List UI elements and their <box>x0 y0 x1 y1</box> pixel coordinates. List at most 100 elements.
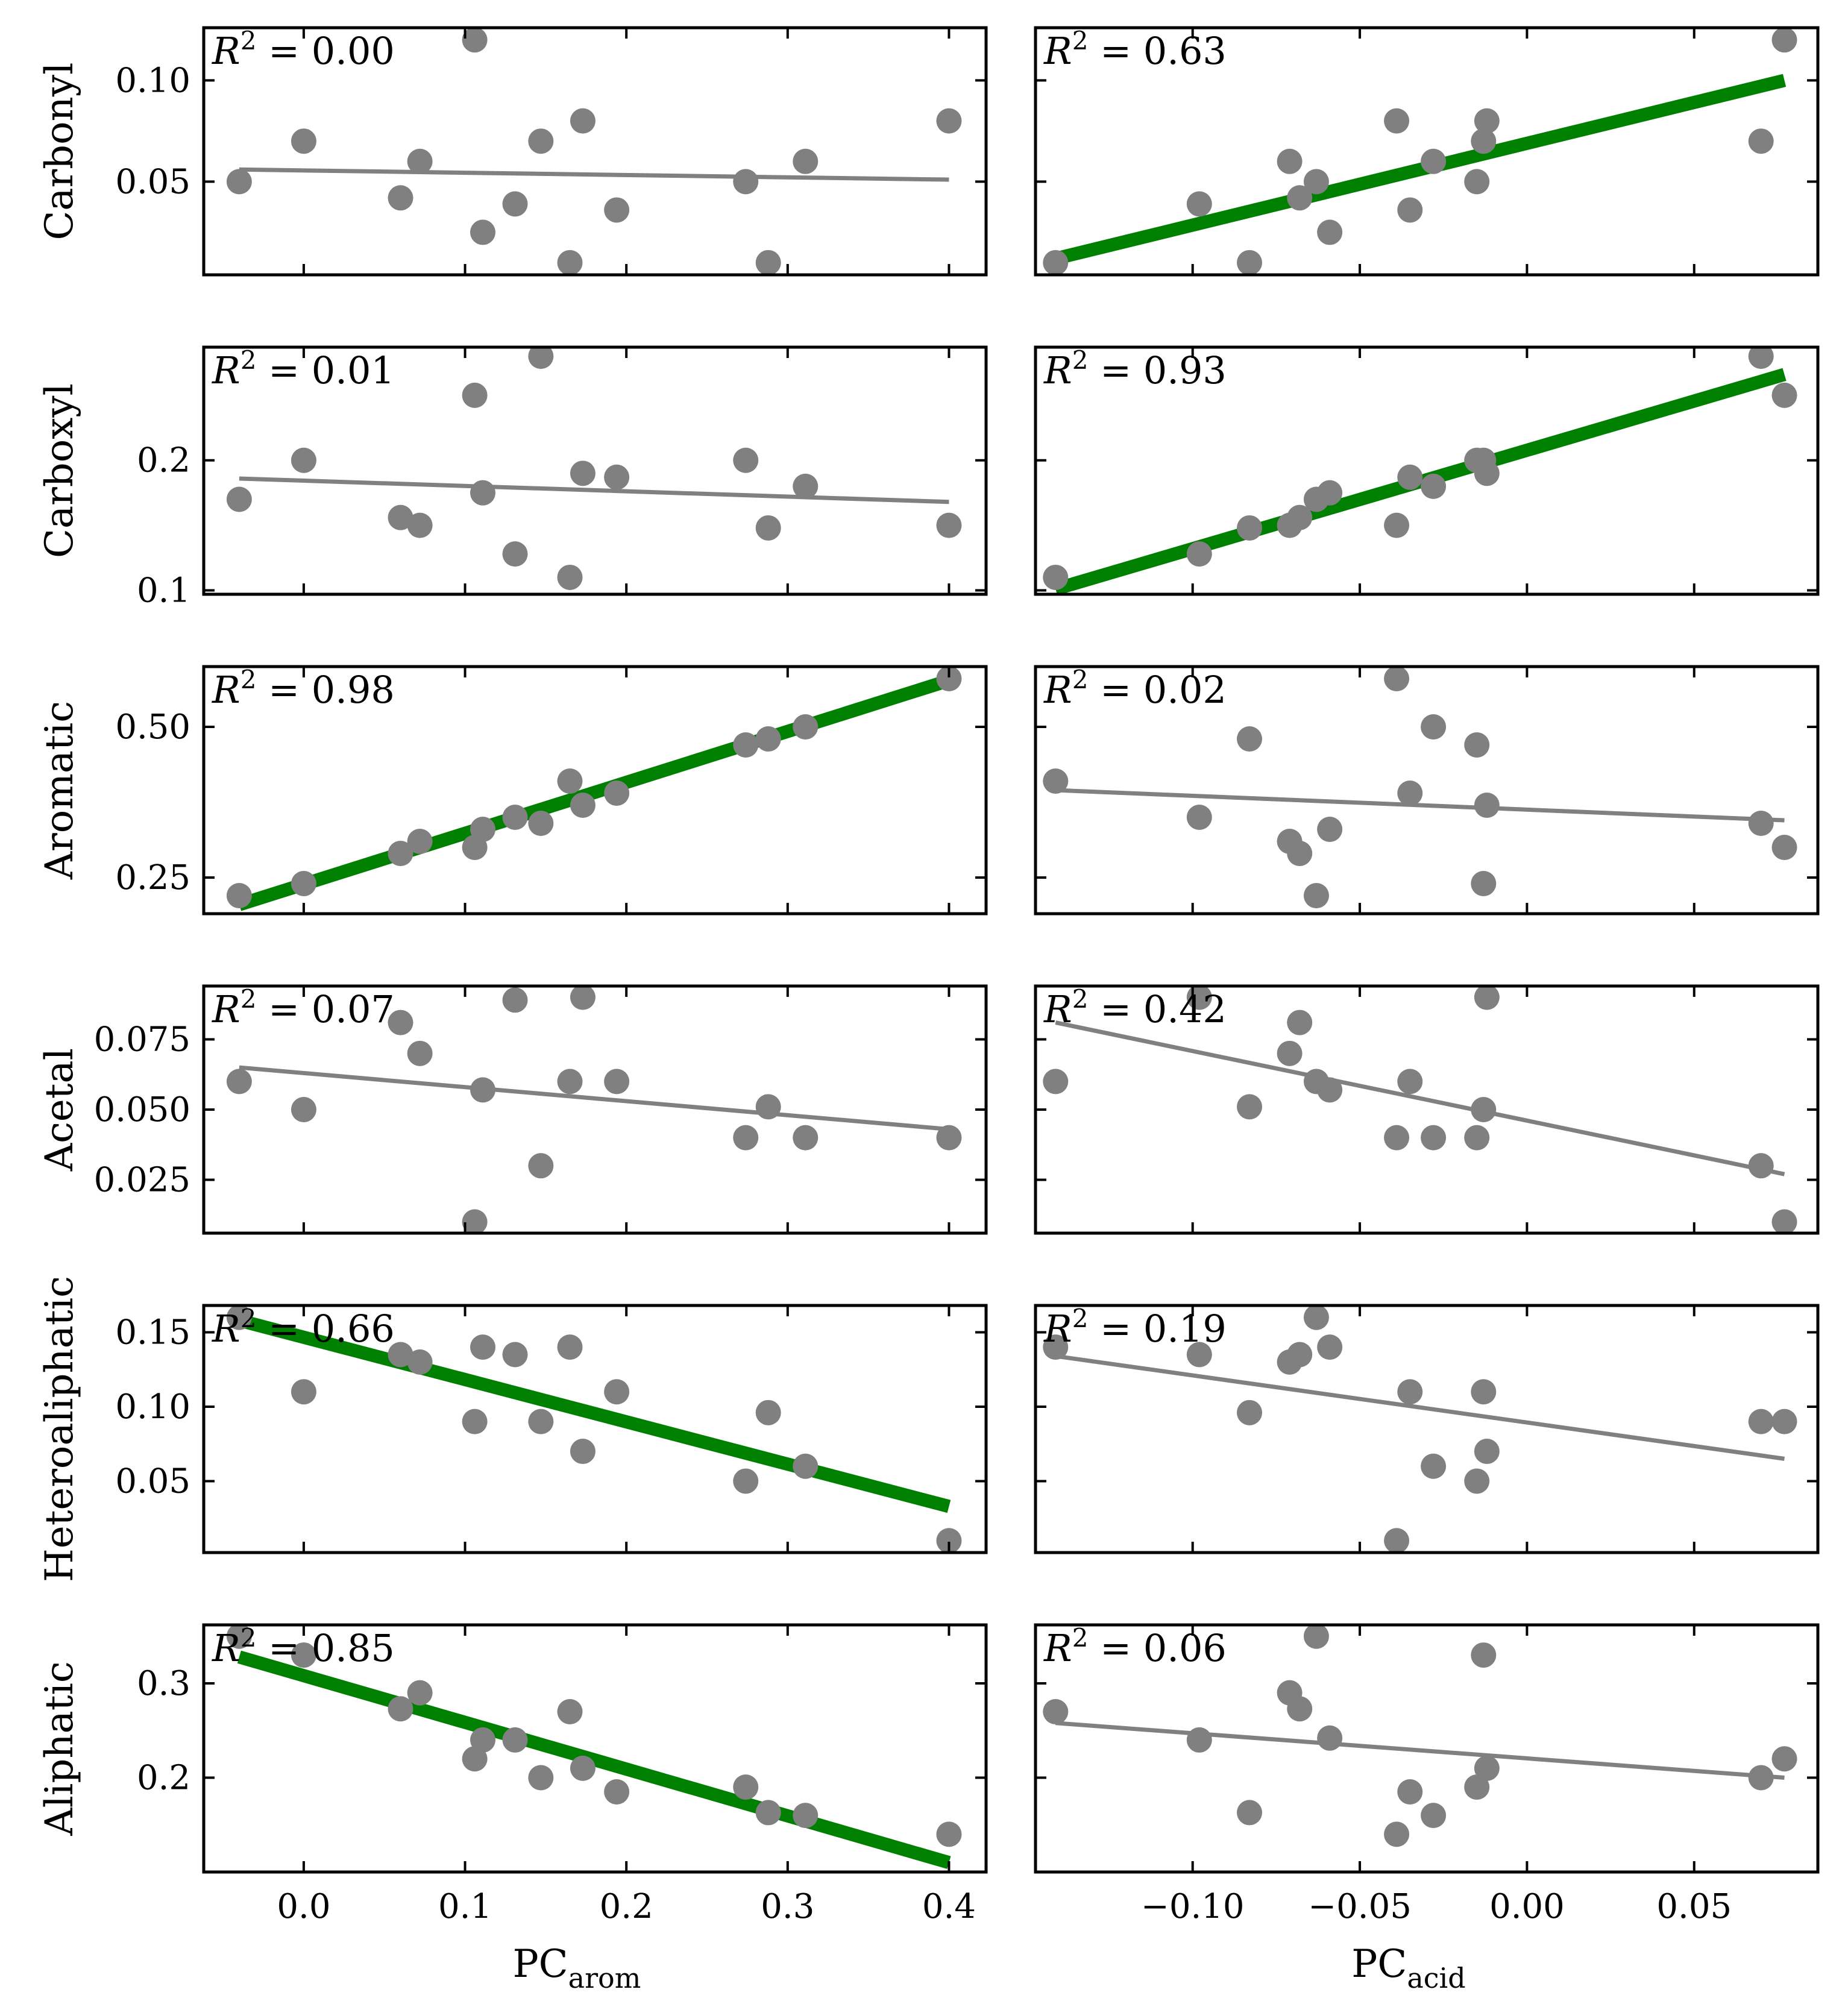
data-point <box>528 128 554 154</box>
y-tick-label: 0.1 <box>137 571 190 611</box>
data-point <box>1471 871 1497 896</box>
data-point <box>502 191 528 217</box>
data-point <box>388 841 413 866</box>
data-point <box>1421 1803 1447 1829</box>
data-point <box>936 667 962 691</box>
r-squared-exponent: 2 <box>1072 1623 1089 1653</box>
r-squared-exponent: 2 <box>1072 1304 1089 1333</box>
data-point <box>1384 512 1410 538</box>
data-point <box>226 883 252 908</box>
data-point <box>936 108 962 134</box>
r-squared-exponent: 2 <box>240 665 257 694</box>
data-point <box>388 185 413 211</box>
data-point <box>1237 1800 1263 1826</box>
data-point <box>936 1125 962 1151</box>
data-point <box>557 1698 583 1724</box>
panel-carboxyl-arom: 0.1 0.2 R2 = 0.01 <box>137 345 988 611</box>
significant-fit-line <box>237 1314 951 1513</box>
data-point <box>1384 108 1410 134</box>
data-point <box>1384 1821 1410 1847</box>
data-point <box>1043 768 1069 794</box>
data-point <box>793 473 819 499</box>
y-axis-label: Carbonyl <box>37 62 82 240</box>
data-point <box>793 714 819 740</box>
data-point <box>1043 1069 1069 1095</box>
data-point <box>557 1069 583 1095</box>
data-point <box>793 148 819 174</box>
panel-aliphatic-acid: −0.10 −0.05 0.00 0.05 R2 = 0.06 <box>1034 1623 1820 1926</box>
data-point <box>1471 128 1497 154</box>
data-point <box>1287 504 1313 530</box>
r-squared-exponent: 2 <box>1072 345 1089 375</box>
data-point <box>604 781 630 806</box>
x-tick-label: 0.00 <box>1489 1887 1565 1926</box>
r-squared-value: = 0.85 <box>256 1626 394 1670</box>
data-point <box>1186 1727 1212 1753</box>
data-point <box>1237 515 1263 541</box>
data-point <box>570 793 596 818</box>
data-point <box>1397 781 1423 806</box>
r-squared-exponent: 2 <box>240 1623 257 1653</box>
r-squared-symbol: R <box>1043 1307 1072 1351</box>
r-squared-label: R2 = 0.00 <box>212 26 395 73</box>
x-axis-label: PCacid <box>1351 1942 1465 1994</box>
y-axis-label: Aromatic <box>37 701 82 880</box>
x-axis-label: PCarom <box>513 1942 641 1994</box>
data-point <box>733 732 759 758</box>
data-point <box>1464 1125 1490 1151</box>
data-point <box>1043 1698 1069 1724</box>
data-point <box>502 987 528 1013</box>
fit-line <box>239 167 949 182</box>
data-point <box>407 829 433 854</box>
y-tick-label: 0.15 <box>115 1313 190 1352</box>
data-point <box>1287 841 1313 866</box>
r-squared-symbol: R <box>212 1626 240 1670</box>
r-squared-value: = 0.00 <box>256 29 394 73</box>
data-point <box>470 1727 495 1753</box>
r-squared-label: R2 = 0.02 <box>1043 665 1227 712</box>
data-point <box>1771 382 1797 408</box>
data-point <box>388 1342 413 1368</box>
data-point <box>1043 1334 1069 1360</box>
y-tick-label: 0.2 <box>137 441 190 480</box>
data-point <box>1287 1342 1313 1368</box>
x-axis-label-main: PC <box>513 1942 568 1987</box>
data-point <box>793 1125 819 1151</box>
data-point <box>1421 1125 1447 1151</box>
data-point <box>1186 805 1212 830</box>
data-point <box>1186 191 1212 217</box>
data-point <box>604 1779 630 1805</box>
data-point <box>291 1097 316 1122</box>
data-point <box>1748 347 1774 369</box>
axes-frame <box>1034 665 1820 916</box>
r-squared-symbol: R <box>1043 1626 1072 1670</box>
data-point <box>1421 1453 1447 1479</box>
r-squared-label: R2 = 0.66 <box>212 1304 395 1351</box>
significant-fit-line <box>237 1650 951 1869</box>
x-axis-label-main: PC <box>1351 1942 1407 1987</box>
r-squared-value: = 0.02 <box>1088 668 1226 712</box>
axes-frame <box>1034 345 1820 596</box>
data-point <box>604 464 630 490</box>
panel-acetal-arom: 0.025 0.050 0.075 R2 = 0.07 <box>94 984 988 1235</box>
data-point <box>1317 1077 1343 1103</box>
data-point <box>1043 564 1069 590</box>
data-point <box>291 128 316 154</box>
r-squared-symbol: R <box>1043 987 1072 1031</box>
data-point <box>1421 148 1447 174</box>
fit-line <box>239 476 949 504</box>
data-point <box>1287 1696 1313 1722</box>
y-tick-label: 0.05 <box>115 162 190 201</box>
data-point <box>1397 197 1423 223</box>
data-point <box>557 250 583 275</box>
r-squared-exponent: 2 <box>240 345 257 375</box>
data-point <box>1277 1040 1303 1066</box>
r-squared-symbol: R <box>212 1307 240 1351</box>
x-tick-label: 0.05 <box>1656 1887 1732 1926</box>
data-point <box>502 541 528 567</box>
fit-line <box>1055 1020 1785 1176</box>
y-axis-label: Carboxyl <box>37 383 82 558</box>
axes-frame <box>1034 26 1820 277</box>
data-point <box>1748 1765 1774 1791</box>
